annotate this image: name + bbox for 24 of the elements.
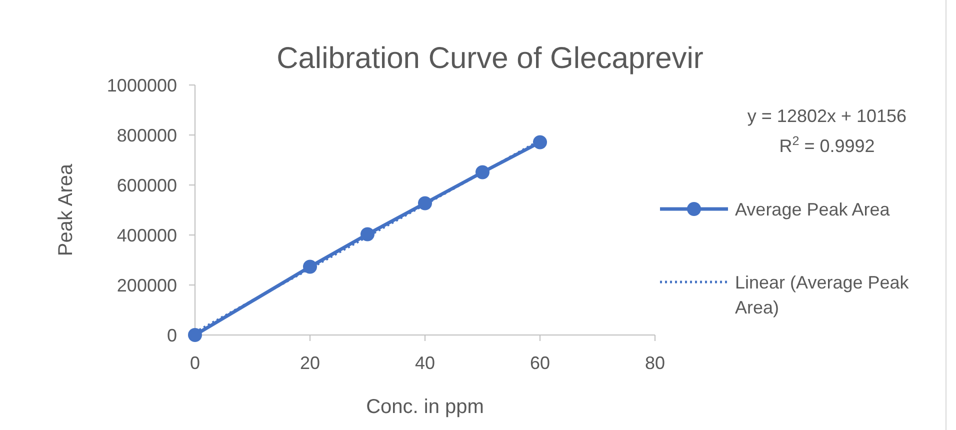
x-tick-label: 40 (414, 353, 436, 373)
chart-title: Calibration Curve of Glecaprevir (276, 42, 704, 75)
x-tick-label: 0 (190, 353, 200, 373)
y-axis-title: Peak Area (55, 162, 77, 256)
point (360, 227, 374, 242)
legend-label: Average Peak Area (735, 199, 891, 220)
y-tick-label: 200000 (116, 275, 177, 296)
y-tick-label: 1000000 (106, 75, 177, 96)
point (303, 260, 317, 274)
point (418, 196, 432, 210)
x-axis-title: Conc. in ppm (366, 396, 484, 418)
point (188, 328, 202, 342)
y-tick-label: 600000 (116, 175, 177, 196)
y-tick-label: 400000 (116, 225, 177, 246)
y-tick-label: 0 (166, 325, 177, 346)
point (533, 135, 547, 150)
legend-label: Linear (Average Peak Area) (735, 272, 910, 318)
x-tick-label: 60 (530, 353, 550, 373)
point (476, 165, 490, 180)
x-tick-label: 20 (300, 353, 320, 373)
x-tick-label: 80 (644, 353, 666, 373)
y-tick-label: 800000 (116, 125, 177, 146)
text: R$^{2}$ = 0.9992 (779, 134, 875, 156)
text: y = 12802x + 10156 (747, 106, 907, 126)
